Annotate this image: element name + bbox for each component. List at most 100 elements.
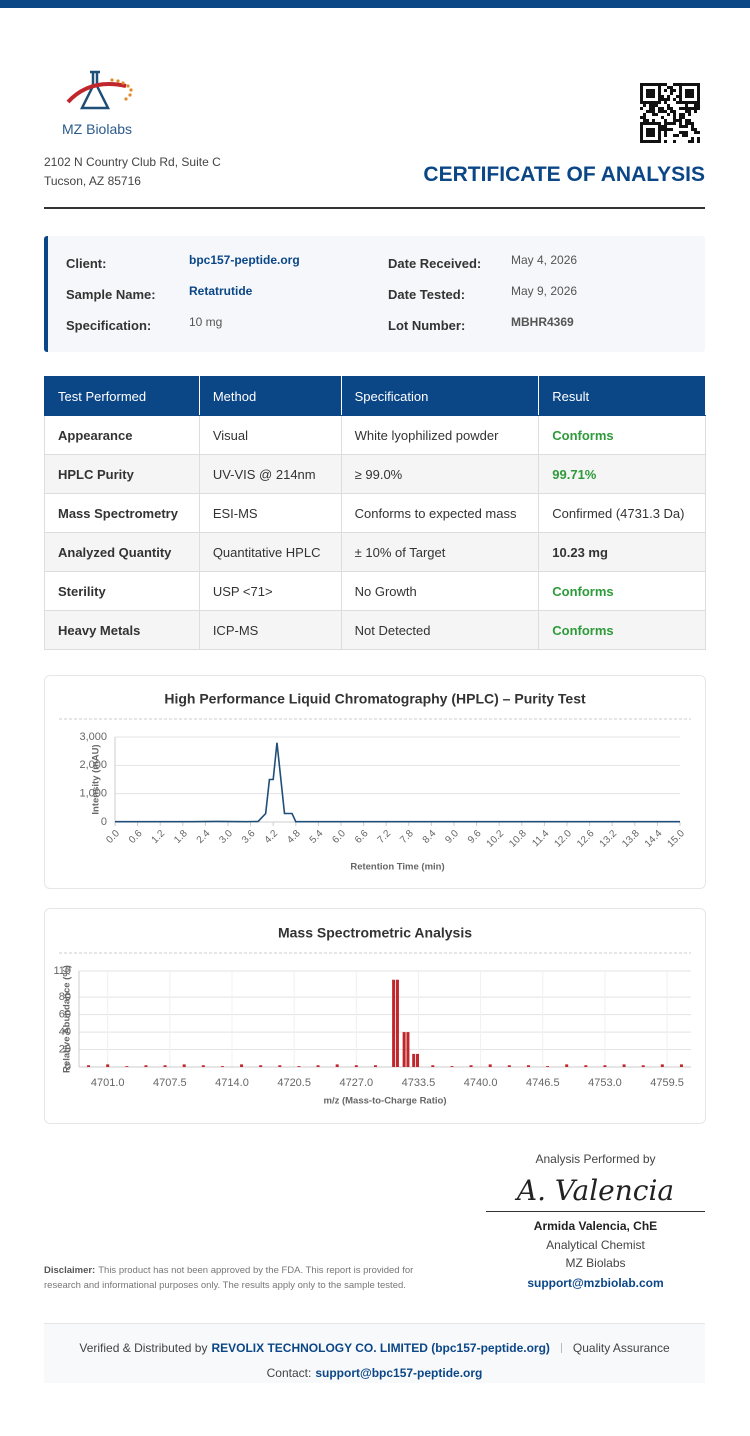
qr-module bbox=[655, 113, 658, 116]
info-value: 10 mg bbox=[189, 315, 223, 329]
table-header-row: Test Performed Method Specification Result bbox=[44, 376, 706, 416]
x-tick-label: 13.8 bbox=[620, 828, 642, 850]
qr-module bbox=[652, 101, 655, 104]
y-tick-label: 60 bbox=[59, 1009, 71, 1021]
qr-module bbox=[643, 104, 646, 107]
qr-module bbox=[658, 95, 661, 98]
info-value: MBHR4369 bbox=[511, 315, 574, 329]
qr-module bbox=[658, 140, 661, 143]
info-label: Sample Name: bbox=[66, 287, 156, 302]
chart-title: High Performance Liquid Chromatography (… bbox=[164, 691, 586, 707]
qr-module bbox=[667, 107, 670, 110]
x-tick-label: 4701.0 bbox=[91, 1077, 125, 1089]
qr-module bbox=[667, 128, 670, 131]
qr-module bbox=[655, 104, 658, 107]
separator bbox=[560, 1343, 562, 1353]
qr-module bbox=[685, 101, 688, 104]
qr-module bbox=[664, 110, 667, 113]
document-title: CERTIFICATE OF ANALYSIS bbox=[423, 163, 705, 186]
ms-card: Mass Spectrometric Analysis 0 20 40 60 80 110 4… bbox=[44, 908, 706, 1124]
logo-icon bbox=[66, 70, 133, 110]
qr-module bbox=[673, 110, 676, 113]
qr-module bbox=[664, 119, 667, 122]
qr-module bbox=[688, 101, 691, 104]
x-tick-label: 9.6 bbox=[466, 828, 484, 846]
qr-module bbox=[679, 119, 682, 122]
table-cell: Visual bbox=[198, 415, 342, 455]
table-cell: Appearance bbox=[44, 415, 200, 455]
qr-module bbox=[679, 83, 682, 86]
qr-module bbox=[649, 92, 652, 95]
y-tick-label: 2,000 bbox=[79, 759, 107, 771]
signer-name: Armida Valencia, ChE bbox=[533, 1219, 658, 1233]
qr-module bbox=[652, 134, 655, 137]
qr-module bbox=[673, 116, 676, 119]
qr-module bbox=[685, 92, 688, 95]
qr-module bbox=[667, 104, 670, 107]
qr-module bbox=[640, 125, 643, 128]
qr-module bbox=[661, 107, 664, 110]
x-tick-label: 10.2 bbox=[485, 828, 507, 850]
qr-module bbox=[652, 122, 655, 125]
x-tick-label: 4720.5 bbox=[277, 1077, 311, 1089]
qr-module bbox=[649, 131, 652, 134]
qr-module bbox=[685, 134, 688, 137]
disclaimer-label: Disclaimer: bbox=[44, 1265, 96, 1276]
qr-module bbox=[661, 83, 664, 86]
y-axis-label: Intensity (mAU) bbox=[91, 744, 102, 814]
qr-module bbox=[652, 140, 655, 143]
qr-module bbox=[652, 131, 655, 134]
qr-module bbox=[640, 89, 643, 92]
bar bbox=[220, 1066, 224, 1067]
qr-module bbox=[658, 101, 661, 104]
signer-email[interactable]: support@mzbiolab.com bbox=[527, 1276, 664, 1290]
qr-module bbox=[673, 83, 676, 86]
qr-module bbox=[691, 128, 694, 131]
table-cell: Conforms to expected mass bbox=[340, 493, 540, 533]
bar bbox=[354, 1065, 358, 1067]
table-cell: UV-VIS @ 214nm bbox=[198, 454, 342, 494]
contact-email[interactable]: support@bpc157-peptide.org bbox=[315, 1366, 483, 1380]
qr-module bbox=[676, 95, 679, 98]
qr-module bbox=[658, 131, 661, 134]
qr-module bbox=[676, 119, 679, 122]
qr-module bbox=[688, 119, 691, 122]
qr-module bbox=[694, 128, 697, 131]
qr-module bbox=[649, 104, 652, 107]
y-tick-label: 1,000 bbox=[79, 788, 107, 800]
x-tick-label: 5.4 bbox=[308, 828, 326, 846]
qr-module bbox=[658, 89, 661, 92]
qr-module bbox=[685, 131, 688, 134]
qr-module bbox=[691, 140, 694, 143]
hplc-card: High Performance Liquid Chromatography (… bbox=[44, 675, 706, 889]
bar bbox=[660, 1064, 664, 1067]
qr-module bbox=[664, 89, 667, 92]
qr-module bbox=[658, 83, 661, 86]
qr-module bbox=[673, 98, 676, 101]
qr-module bbox=[652, 83, 655, 86]
table-cell: 10.23 mg bbox=[538, 532, 706, 572]
qr-module bbox=[673, 140, 676, 143]
x-tick-label: 4746.5 bbox=[526, 1077, 560, 1089]
qr-module bbox=[685, 104, 688, 107]
ms-chart: Mass Spectrometric Analysis 0 20 40 60 80 110 4… bbox=[53, 925, 691, 1107]
y-tick-label: 3,000 bbox=[79, 731, 107, 743]
qr-module bbox=[643, 140, 646, 143]
disclaimer: Disclaimer: This product has not been app… bbox=[44, 1263, 444, 1293]
address-line: 2102 N Country Club Rd, Suite C bbox=[44, 155, 221, 169]
qr-module bbox=[691, 95, 694, 98]
bar bbox=[201, 1065, 205, 1067]
qr-module bbox=[664, 125, 667, 128]
hplc-chart: High Performance Liquid Chromatography (… bbox=[59, 691, 691, 873]
qr-module bbox=[646, 128, 649, 131]
qr-module bbox=[664, 122, 667, 125]
bar bbox=[395, 979, 399, 1067]
table-cell: ≥ 99.0% bbox=[340, 454, 540, 494]
x-tick-label: 0.0 bbox=[104, 828, 122, 846]
bar bbox=[584, 1065, 588, 1067]
qr-module bbox=[676, 83, 679, 86]
x-tick-label: 10.8 bbox=[507, 828, 529, 850]
qr-module bbox=[682, 113, 685, 116]
distributor: REVOLIX TECHNOLOGY CO. LIMITED (bpc157-p… bbox=[211, 1341, 550, 1355]
bar bbox=[431, 1065, 435, 1067]
